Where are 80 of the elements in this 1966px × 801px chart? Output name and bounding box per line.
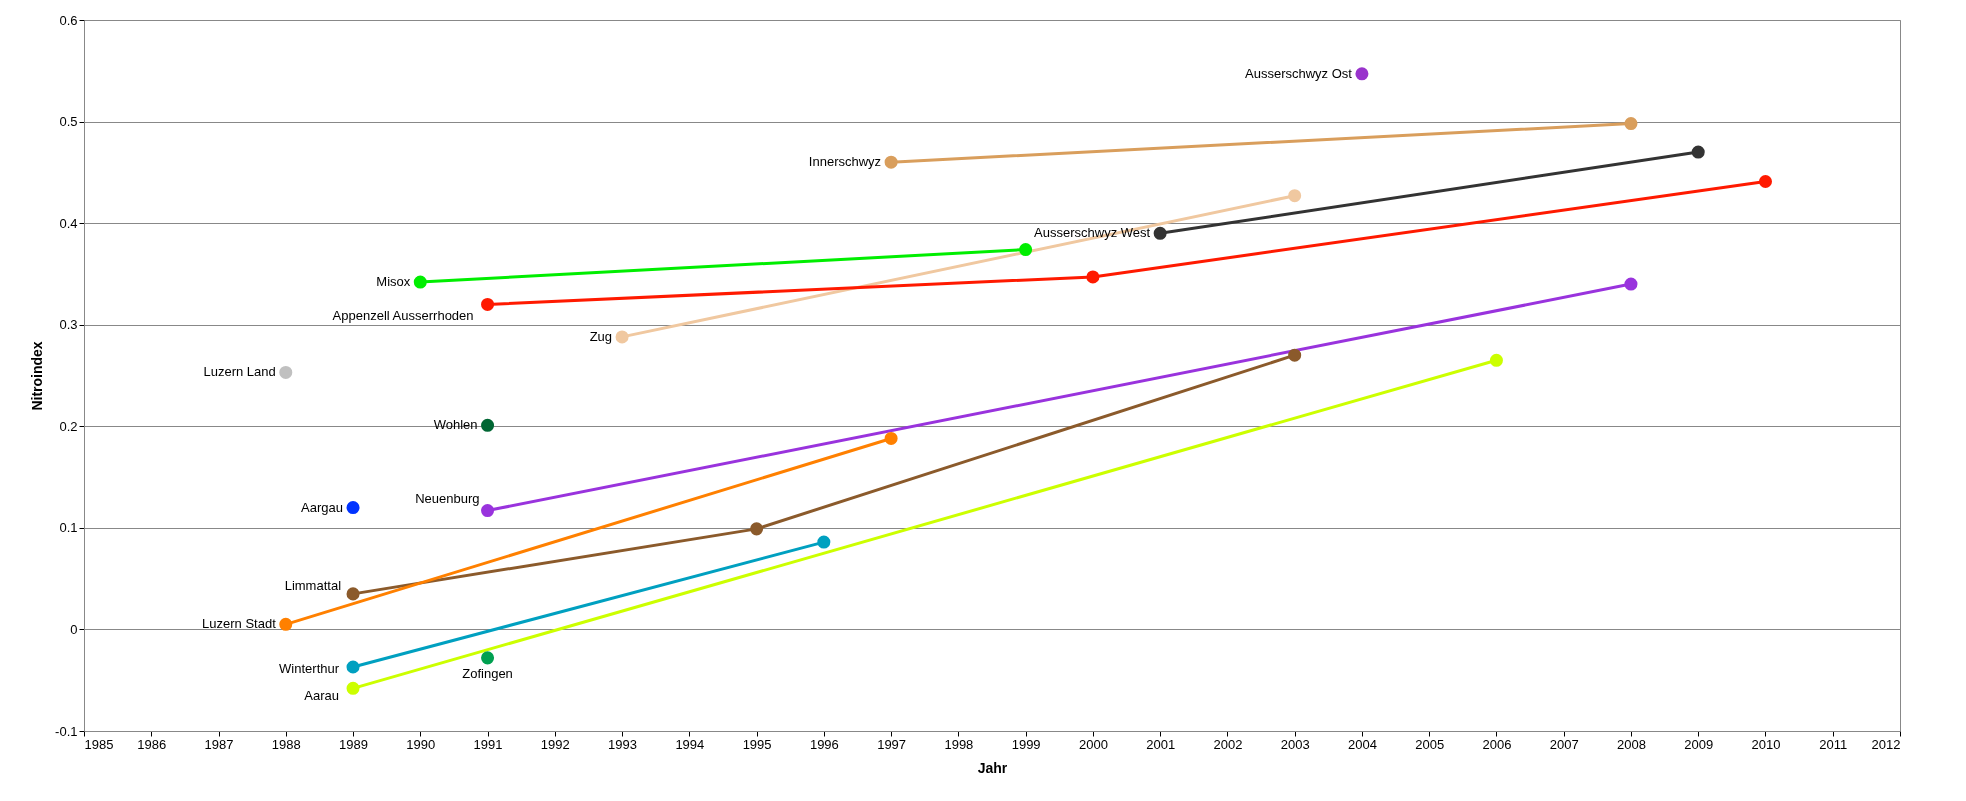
point bbox=[279, 617, 293, 631]
y-tick-label: 0.1 bbox=[59, 520, 78, 536]
point bbox=[413, 275, 427, 289]
series-label: Zug bbox=[589, 328, 613, 344]
series-label: Misox bbox=[376, 274, 411, 290]
x-tick-label: 2001 bbox=[1146, 736, 1176, 752]
point bbox=[481, 504, 495, 518]
x-tick-label: 2002 bbox=[1213, 736, 1243, 752]
x-tick-label: 2006 bbox=[1482, 736, 1512, 752]
point bbox=[817, 535, 831, 549]
y-tick-label: 0 bbox=[70, 621, 78, 637]
y-tick-label: 0.2 bbox=[59, 418, 78, 434]
x-tick-label: 2010 bbox=[1751, 736, 1781, 752]
x-tick-label: 1994 bbox=[675, 736, 705, 752]
series-label: Innerschwyz bbox=[808, 154, 882, 170]
series-label: Winterthur bbox=[279, 661, 340, 677]
x-tick-label: 1993 bbox=[608, 736, 638, 752]
x-tick-label: 1990 bbox=[406, 736, 436, 752]
y-tick-label: 0.6 bbox=[59, 12, 78, 28]
point bbox=[1153, 226, 1167, 240]
x-tick-label: 1996 bbox=[809, 736, 839, 752]
point bbox=[346, 501, 360, 515]
y-tick-label: 0.5 bbox=[59, 114, 78, 130]
x-tick-label: 1992 bbox=[540, 736, 570, 752]
point bbox=[481, 651, 495, 665]
x-tick-label: 2004 bbox=[1347, 736, 1377, 752]
x-tick-label: 2003 bbox=[1280, 736, 1310, 752]
series-label: Aarau bbox=[304, 688, 340, 704]
point bbox=[1019, 243, 1033, 257]
point bbox=[1288, 348, 1302, 362]
x-tick-label: 1997 bbox=[877, 736, 907, 752]
series-label: Luzern Land bbox=[203, 364, 276, 380]
point bbox=[1691, 145, 1705, 159]
series-label: Ausserschwyz Ost bbox=[1245, 65, 1353, 81]
point bbox=[346, 660, 360, 674]
series-label: Luzern Stadt bbox=[202, 616, 277, 632]
y-tick-label: -0.1 bbox=[55, 723, 78, 739]
series-label: Appenzell Ausserrhoden bbox=[332, 308, 474, 324]
x-tick-label: 1987 bbox=[204, 736, 234, 752]
series-label: Aargau bbox=[301, 499, 344, 515]
point bbox=[346, 587, 360, 601]
point bbox=[1624, 117, 1638, 131]
x-tick-label: 2009 bbox=[1684, 736, 1714, 752]
point bbox=[1086, 270, 1100, 284]
x-tick-label: 2005 bbox=[1415, 736, 1445, 752]
point bbox=[279, 365, 293, 379]
point bbox=[1624, 277, 1638, 291]
x-tick-label: 1995 bbox=[742, 736, 772, 752]
x-tick-label: 1986 bbox=[137, 736, 167, 752]
y-axis-title: Nitroindex bbox=[29, 341, 46, 411]
x-tick-label: 1989 bbox=[339, 736, 368, 752]
point bbox=[481, 418, 495, 432]
point bbox=[1355, 67, 1369, 81]
x-axis-title: Jahr bbox=[977, 759, 1008, 776]
y-tick-label: 0.3 bbox=[59, 317, 78, 333]
series-label: Zofingen bbox=[462, 665, 513, 681]
point bbox=[1288, 189, 1302, 203]
x-tick-label: 2007 bbox=[1549, 736, 1579, 752]
point bbox=[346, 681, 360, 695]
x-tick-label: 1999 bbox=[1011, 736, 1041, 752]
series-label: Neuenburg bbox=[415, 490, 480, 506]
point bbox=[1489, 353, 1503, 367]
x-tick-label: 1988 bbox=[271, 736, 301, 752]
x-tick-label: 1991 bbox=[473, 736, 503, 752]
point bbox=[884, 155, 898, 169]
series-label: Ausserschwyz West bbox=[1034, 225, 1151, 241]
y-tick-label: 0.4 bbox=[59, 215, 78, 231]
point bbox=[481, 297, 495, 311]
x-tick-label: 2008 bbox=[1617, 736, 1646, 752]
x-tick-label: 1985 bbox=[84, 736, 114, 752]
series-label: Limmattal bbox=[284, 577, 342, 593]
x-tick-label: 2011 bbox=[1819, 736, 1848, 752]
x-tick-label: 2000 bbox=[1078, 736, 1108, 752]
point bbox=[615, 330, 629, 344]
x-tick-label: 1998 bbox=[944, 736, 974, 752]
point bbox=[750, 522, 764, 536]
point bbox=[1758, 174, 1772, 188]
point bbox=[884, 431, 898, 445]
x-tick-label: 2012 bbox=[1871, 736, 1901, 752]
series-label: Wohlen bbox=[433, 417, 478, 433]
